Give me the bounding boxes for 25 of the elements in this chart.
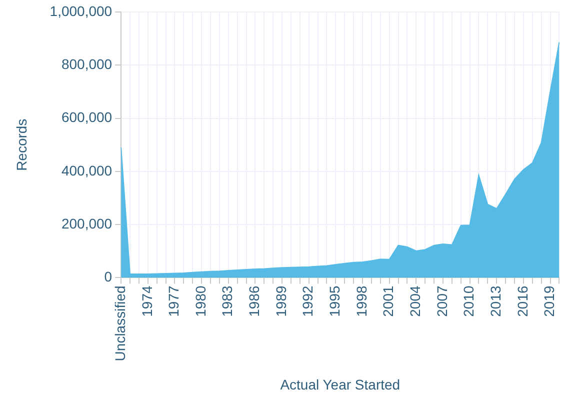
- y-tick-label: 0: [104, 268, 112, 285]
- x-tick-label: 1989: [272, 286, 289, 317]
- x-tick-label: 2010: [460, 286, 477, 317]
- x-tick-label: 1974: [138, 286, 155, 317]
- x-tick-label: 2013: [487, 286, 504, 317]
- x-tick-label: 2007: [434, 286, 450, 317]
- x-tick-label: 1977: [166, 286, 182, 317]
- y-tick-label: 600,000: [61, 109, 112, 126]
- y-tick-label: 1,000,000: [50, 2, 112, 19]
- y-tick-label: 400,000: [61, 162, 112, 178]
- y-axis-title: Records: [13, 118, 30, 171]
- x-tick-label: 1983: [219, 286, 236, 317]
- x-tick-label: 1992: [300, 286, 316, 317]
- x-tick-label: 2001: [380, 286, 396, 317]
- x-tick-label: 1980: [192, 286, 208, 317]
- x-tick-label: 1995: [326, 286, 343, 317]
- x-tick-label: 2019: [541, 286, 558, 317]
- x-axis-title: Actual Year Started: [280, 376, 400, 392]
- x-tick-label: 1998: [353, 286, 370, 317]
- y-tick-label: 800,000: [61, 56, 112, 72]
- x-tick-label: 2016: [514, 286, 530, 317]
- x-tick-label: Unclassified: [112, 286, 128, 362]
- x-tick-label: 1986: [246, 286, 262, 317]
- y-tick-label: 200,000: [61, 215, 112, 232]
- x-tick-label: 2004: [407, 286, 423, 317]
